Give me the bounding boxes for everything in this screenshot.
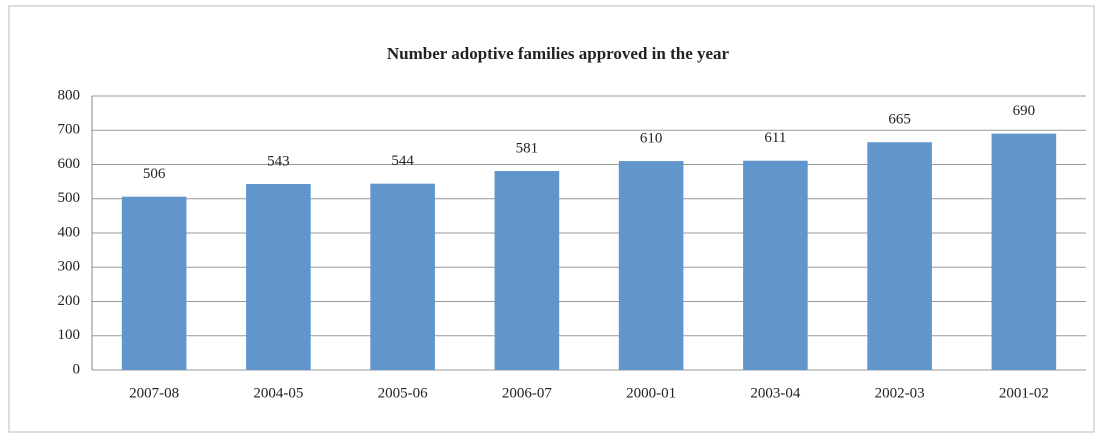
y-tick-label: 300 [58, 259, 81, 275]
x-tick-label: 2002-03 [875, 385, 925, 401]
data-label: 610 [640, 131, 663, 147]
bar [618, 161, 684, 370]
y-tick-label: 500 [58, 190, 81, 206]
bar [121, 196, 187, 370]
y-tick-label: 400 [58, 224, 81, 240]
bar [370, 183, 435, 370]
bar [494, 171, 560, 370]
y-tick-label: 600 [58, 156, 81, 172]
y-tick-label: 100 [58, 327, 81, 343]
x-tick-label: 2003-04 [750, 385, 800, 401]
chart-title: Number adoptive families approved in the… [387, 44, 730, 63]
data-label: 690 [1013, 103, 1036, 119]
y-tick-label: 200 [58, 293, 81, 309]
x-tick-label: 2000-01 [626, 385, 676, 401]
bar [743, 160, 808, 370]
y-tick-label: 800 [58, 87, 81, 103]
data-label: 581 [516, 140, 539, 156]
bar [991, 133, 1057, 370]
bar [246, 184, 311, 370]
x-tick-label: 2005-06 [378, 385, 428, 401]
bar [867, 142, 932, 370]
data-label: 506 [143, 166, 166, 182]
x-tick-label: 2007-08 [129, 385, 179, 401]
data-label: 543 [267, 153, 290, 169]
data-label: 665 [888, 112, 911, 128]
data-label: 544 [391, 153, 414, 169]
x-tick-label: 2001-02 [999, 385, 1049, 401]
x-tick-label: 2006-07 [502, 385, 552, 401]
y-tick-label: 0 [73, 361, 81, 377]
x-tick-label: 2004-05 [253, 385, 303, 401]
data-label: 611 [764, 130, 786, 146]
y-tick-label: 700 [58, 122, 81, 138]
